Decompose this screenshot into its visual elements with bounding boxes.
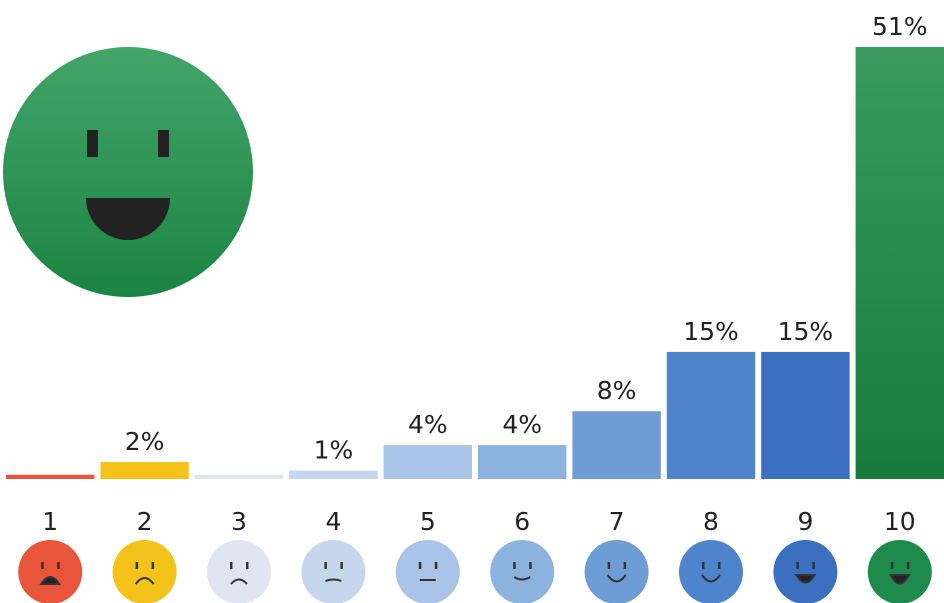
x-tick-label: 10: [884, 507, 916, 536]
eye: [324, 562, 327, 569]
value-label: 15%: [683, 317, 739, 346]
eye: [906, 562, 910, 569]
x-tick-label: 5: [420, 507, 436, 536]
eye: [607, 562, 611, 569]
value-label: 8%: [597, 376, 637, 405]
x-tick-label: 9: [797, 507, 813, 536]
face-icon: [584, 540, 649, 603]
face: [395, 540, 460, 603]
face: [867, 540, 932, 603]
hero-face: [3, 47, 253, 297]
face-icon: [207, 540, 271, 603]
face-icon: [18, 540, 83, 603]
mouth: [794, 574, 817, 584]
eye: [135, 562, 139, 569]
face-icon: [773, 540, 838, 603]
x-tick-label: 1: [42, 507, 58, 536]
mouth: [513, 576, 531, 581]
x-tick-label: 2: [137, 507, 153, 536]
face-icon: [867, 540, 932, 603]
eye: [151, 562, 155, 569]
eye: [57, 562, 60, 569]
eye: [718, 562, 721, 569]
x-tick-label: 4: [325, 507, 341, 536]
mouth: [230, 578, 248, 585]
eye: [340, 562, 343, 569]
bar: [289, 470, 378, 479]
mouth: [39, 576, 62, 585]
bar: [194, 474, 284, 479]
value-label: 4%: [408, 410, 448, 439]
value-label: 1%: [314, 436, 354, 465]
bar: [478, 445, 567, 479]
mouth: [325, 578, 342, 582]
x-tick-label: 8: [703, 507, 719, 536]
face: [773, 540, 838, 603]
face-icon: [112, 540, 177, 603]
eye: [623, 562, 627, 569]
value-label: 15%: [778, 317, 834, 346]
bar: [383, 445, 472, 479]
x-tick-label: 6: [514, 507, 530, 536]
mouth: [606, 574, 627, 583]
eye: [230, 562, 233, 569]
face: [112, 540, 177, 603]
eye: [702, 562, 705, 569]
eye: [41, 562, 44, 569]
face: [301, 540, 366, 603]
eye: [418, 562, 422, 569]
eye: [890, 562, 894, 569]
eye: [513, 562, 516, 569]
value-label: 51%: [872, 12, 928, 41]
face: [679, 540, 743, 603]
face-icon: [679, 540, 743, 603]
bar: [666, 351, 756, 479]
face: [18, 540, 83, 603]
eye: [434, 562, 438, 569]
bar: [761, 351, 850, 479]
bar: [6, 474, 95, 479]
eye: [246, 562, 249, 569]
x-tick-label: 3: [231, 507, 247, 536]
face-icon: [301, 540, 366, 603]
bar: [855, 47, 944, 479]
bar: [572, 411, 661, 479]
face-icon: [490, 540, 555, 603]
bar: [100, 462, 189, 479]
eye: [812, 562, 815, 569]
x-tick-label: 7: [609, 507, 625, 536]
mouth: [701, 574, 721, 583]
eye: [796, 562, 799, 569]
value-label: 2%: [125, 427, 165, 456]
mouth: [889, 574, 911, 585]
eye: [529, 562, 532, 569]
face: [584, 540, 649, 603]
value-label: 4%: [502, 410, 542, 439]
face-icon: [395, 540, 460, 603]
face: [490, 540, 555, 603]
face: [207, 540, 271, 603]
mouth: [134, 577, 155, 585]
